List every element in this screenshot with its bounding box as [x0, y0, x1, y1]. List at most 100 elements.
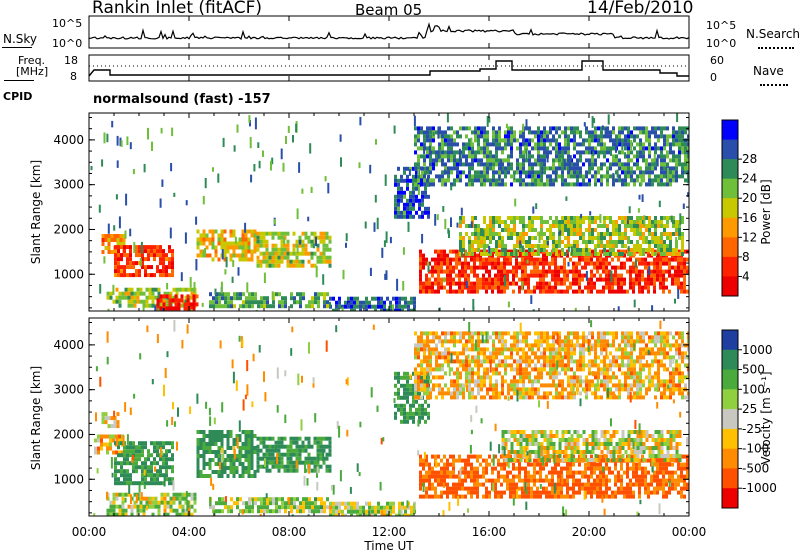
- echo-cell: [588, 130, 591, 135]
- echo-cell: [584, 261, 587, 266]
- echo-cell: [635, 474, 638, 479]
- echo-cell: [420, 154, 423, 159]
- echo-cell: [223, 462, 227, 466]
- echo-cell: [561, 150, 564, 155]
- echo-cell: [666, 178, 669, 183]
- echo-cell: [558, 224, 561, 228]
- echo-cell: [113, 238, 117, 242]
- echo-cell: [633, 134, 636, 139]
- echo-cell: [290, 296, 293, 301]
- echo-cell: [600, 134, 603, 139]
- echo-cell: [116, 242, 120, 246]
- echo-cell: [488, 117, 491, 123]
- echo-cell: [419, 281, 422, 286]
- echo-cell: [581, 265, 584, 270]
- echo-cell: [564, 130, 567, 135]
- echo-cell: [564, 236, 567, 240]
- echo-cell: [320, 505, 323, 510]
- echo-cell: [241, 245, 245, 250]
- echo-cell: [350, 308, 353, 311]
- echo-cell: [431, 281, 434, 286]
- echo-cell: [554, 454, 557, 459]
- echo-cell: [407, 304, 410, 309]
- echo-cell: [563, 281, 566, 286]
- echo-cell: [669, 142, 672, 147]
- echo-cell: [126, 445, 129, 450]
- echo-cell: [507, 154, 510, 159]
- echo-cell: [666, 150, 669, 155]
- echo-cell: [465, 142, 468, 147]
- echo-cell: [209, 300, 212, 305]
- echo-cell: [570, 246, 573, 256]
- echo-cell: [497, 265, 500, 270]
- echo-cell: [471, 146, 474, 151]
- echo-cell: [648, 142, 651, 147]
- echo-cell: [418, 403, 421, 408]
- echo-cell: [132, 449, 135, 454]
- echo-cell: [684, 142, 687, 147]
- echo-cell: [588, 150, 591, 155]
- echo-cell: [440, 478, 443, 483]
- echo-cell: [196, 430, 200, 434]
- echo-cell: [226, 454, 230, 458]
- echo-cell: [621, 216, 624, 220]
- echo-cell: [587, 482, 590, 487]
- echo-cell: [621, 130, 624, 135]
- echo-cell: [501, 166, 504, 171]
- echo-cell: [666, 154, 669, 159]
- echo-cell: [135, 261, 138, 266]
- echo-cell: [274, 255, 278, 260]
- echo-cell: [136, 512, 140, 516]
- echo-cell: [289, 259, 293, 264]
- echo-cell: [665, 285, 668, 290]
- echo-cell: [458, 269, 461, 274]
- echo-cell: [554, 269, 557, 274]
- echo-cell: [251, 292, 254, 297]
- echo-cell: [111, 120, 114, 128]
- echo-cell: [645, 216, 648, 220]
- echo-cell: [424, 419, 427, 424]
- echo-cell: [642, 142, 645, 147]
- echo-cell: [283, 255, 287, 260]
- echo-cell: [112, 284, 115, 295]
- echo-cell: [474, 170, 477, 175]
- echo-cell: [524, 257, 527, 262]
- echo-cell: [409, 198, 412, 203]
- echo-cell: [636, 216, 639, 223]
- echo-cell: [623, 281, 626, 286]
- echo-cell: [410, 513, 413, 516]
- echo-cell: [548, 281, 551, 286]
- echo-cell: [148, 295, 152, 300]
- echo-cell: [247, 438, 251, 442]
- echo-cell: [614, 478, 617, 483]
- echo-cell: [398, 505, 401, 510]
- echo-cell: [398, 300, 401, 305]
- echo-cell: [280, 444, 284, 449]
- echo-cell: [301, 247, 305, 252]
- echo-cell: [423, 158, 426, 163]
- echo-cell: [507, 228, 510, 232]
- echo-cell: [452, 482, 455, 487]
- echo-cell: [512, 265, 515, 270]
- echo-cell: [289, 456, 293, 461]
- echo-cell: [374, 509, 377, 514]
- echo-cell: [435, 150, 438, 155]
- echo-cell: [389, 513, 392, 516]
- echo-cell: [573, 162, 576, 167]
- echo-cell: [614, 466, 617, 471]
- echo-cell: [492, 158, 495, 163]
- echo-cell: [653, 265, 656, 270]
- echo-cell: [617, 470, 620, 475]
- echo-cell: [424, 399, 427, 404]
- echo-cell: [126, 261, 129, 266]
- echo-cell: [515, 281, 518, 286]
- echo-cell: [112, 508, 116, 513]
- echo-cell: [292, 436, 296, 441]
- echo-cell: [129, 441, 132, 446]
- echo-cell: [329, 509, 332, 514]
- echo-cell: [500, 273, 503, 278]
- echo-cell: [519, 220, 522, 224]
- echo-cell: [437, 257, 440, 262]
- echo-cell: [495, 220, 498, 224]
- echo-cell: [123, 253, 126, 258]
